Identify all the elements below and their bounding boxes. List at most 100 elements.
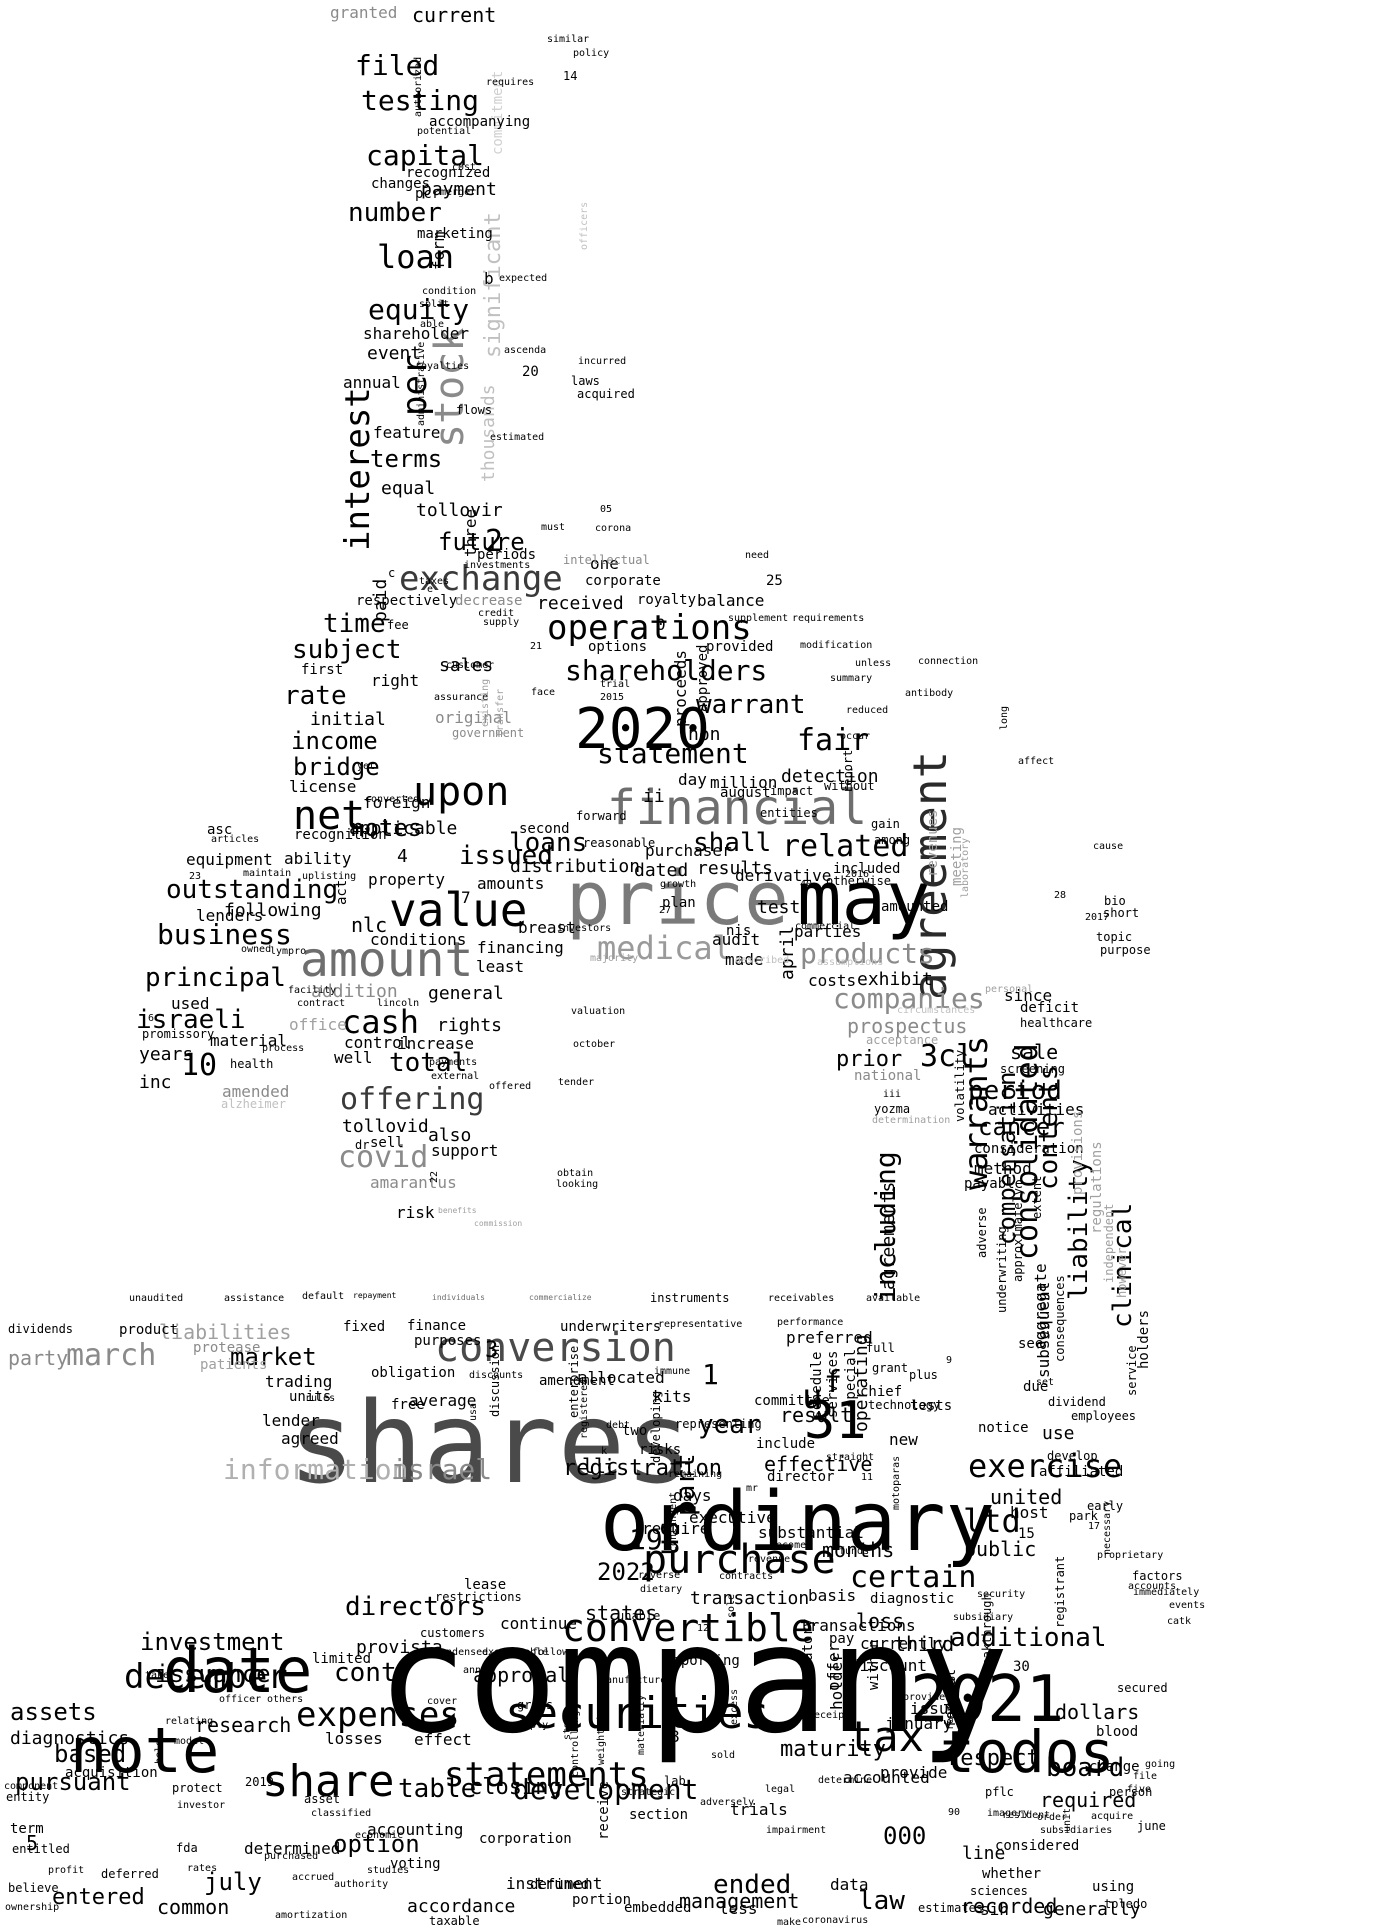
- cloud-word: agreed: [281, 1429, 339, 1448]
- cloud-word: among: [874, 833, 911, 847]
- cloud-word: free: [391, 1397, 425, 1413]
- cloud-word: purpose: [1100, 943, 1151, 957]
- cloud-word: iii: [883, 1089, 902, 1100]
- cloud-word: contract: [297, 998, 346, 1009]
- cloud-word: expenses: [296, 1695, 460, 1735]
- cloud-word: reporting: [664, 1653, 740, 1669]
- cloud-word: management: [679, 1889, 800, 1913]
- cloud-word: shares: [288, 1379, 693, 1509]
- cloud-word: require: [642, 1519, 710, 1538]
- cloud-word: ii: [643, 786, 665, 807]
- cloud-word: breast: [518, 918, 576, 937]
- cloud-word: purchaser: [645, 841, 732, 860]
- cloud-word: secured: [1117, 1681, 1168, 1695]
- cloud-word: host: [1010, 1503, 1049, 1522]
- cloud-word: contracts: [719, 1571, 774, 1582]
- cloud-word: acquired: [577, 387, 635, 401]
- cloud-word: growth: [660, 879, 697, 890]
- cloud-word: dividend: [1048, 1395, 1106, 1409]
- cloud-word: discounts: [469, 1370, 524, 1381]
- cloud-word: lympro: [270, 946, 307, 957]
- cloud-word: summary: [830, 673, 873, 684]
- cloud-word: party: [8, 1346, 69, 1370]
- cloud-word: investors: [557, 923, 612, 934]
- cloud-word: assurance: [434, 692, 489, 703]
- cloud-word: fda: [176, 1841, 198, 1855]
- cloud-word: sciences: [970, 1884, 1028, 1898]
- cloud-word: event: [367, 343, 422, 364]
- cloud-word: contingent: [668, 1491, 679, 1552]
- cloud-word: circumstances: [897, 1005, 976, 1016]
- cloud-word: 12: [697, 1623, 710, 1634]
- cloud-word: credit: [478, 608, 515, 619]
- cloud-word: requires: [486, 77, 535, 88]
- cloud-word: lease: [464, 1577, 507, 1593]
- cloud-word: 10: [181, 1048, 218, 1083]
- cloud-word: due: [1023, 1379, 1049, 1395]
- cloud-word: 8: [670, 1727, 680, 1746]
- cloud-word: articles: [211, 834, 260, 845]
- cloud-word: provista: [356, 1637, 443, 1658]
- cloud-word: acquisition: [65, 1765, 158, 1781]
- cloud-word: reasonable: [583, 836, 656, 850]
- cloud-word: covid: [338, 1140, 429, 1175]
- cloud-word: revenue: [748, 1554, 791, 1565]
- cloud-word: converted: [365, 794, 420, 805]
- cloud-word: increase: [397, 1034, 475, 1053]
- cloud-word: investments: [464, 560, 531, 571]
- cloud-word: provide: [880, 1763, 948, 1782]
- cloud-word: statements: [444, 1755, 649, 1795]
- cloud-word: protease: [193, 1340, 261, 1356]
- cloud-word: discount: [850, 1656, 928, 1675]
- cloud-word: default: [302, 1291, 345, 1302]
- cloud-word: long: [999, 705, 1010, 730]
- cloud-word: issuance: [155, 1660, 271, 1688]
- cloud-word: 1: [702, 1358, 719, 1391]
- cloud-word: 22: [429, 1170, 440, 1183]
- cloud-word: business: [157, 918, 292, 951]
- cloud-word: reverse: [638, 1570, 681, 1581]
- cloud-word: bio: [1104, 894, 1126, 908]
- cloud-word: grant: [872, 1361, 909, 1375]
- cloud-word: terms: [370, 445, 443, 473]
- cloud-word: pay: [829, 1631, 855, 1647]
- cloud-word: ascenda: [504, 345, 547, 356]
- cloud-word: independent: [1102, 1203, 1116, 1283]
- cloud-word: early: [1087, 1499, 1124, 1513]
- cloud-word: required: [1040, 1788, 1137, 1812]
- cloud-word: original: [435, 708, 513, 727]
- cloud-word: outstanding: [166, 875, 339, 905]
- cloud-word: majority: [590, 953, 639, 964]
- cloud-word: issue: [910, 1699, 959, 1718]
- cloud-word: policy: [573, 48, 610, 59]
- cloud-word: performance: [777, 1317, 844, 1328]
- cloud-word: defined: [530, 1877, 590, 1893]
- cloud-word: royalty: [637, 592, 697, 608]
- cloud-word: december: [124, 1657, 288, 1697]
- cloud-word: nlc: [351, 913, 388, 937]
- cloud-word: number: [348, 198, 442, 228]
- cloud-word: recognized: [406, 165, 491, 181]
- cloud-word: representing: [675, 1417, 762, 1431]
- cloud-word: investment: [140, 1628, 285, 1656]
- cloud-word: information: [223, 1453, 409, 1486]
- cloud-word: 05: [600, 504, 613, 515]
- cloud-word: determine: [818, 1775, 873, 1786]
- cloud-word: strategic: [621, 1787, 676, 1798]
- cloud-word: unaudited: [129, 1293, 184, 1304]
- cloud-word: embedded: [624, 1900, 692, 1916]
- cloud-word: exercise: [968, 1447, 1123, 1485]
- cloud-word: customer: [446, 660, 495, 671]
- cloud-word: 2022: [597, 1558, 655, 1586]
- cloud-word: estimates: [918, 1901, 984, 1915]
- cloud-word: patients: [200, 1357, 268, 1373]
- cloud-word: underwriting: [995, 1226, 1009, 1313]
- cloud-word: feature: [373, 423, 441, 442]
- cloud-word: note: [70, 1714, 220, 1787]
- cloud-word: accounts: [1128, 1581, 1177, 1592]
- cloud-word: 9: [946, 1355, 953, 1366]
- cloud-word: employees: [1071, 1409, 1137, 1423]
- cloud-word: prior: [836, 1047, 903, 1072]
- cloud-word: 2020: [575, 697, 710, 762]
- cloud-word: pcr: [415, 186, 441, 202]
